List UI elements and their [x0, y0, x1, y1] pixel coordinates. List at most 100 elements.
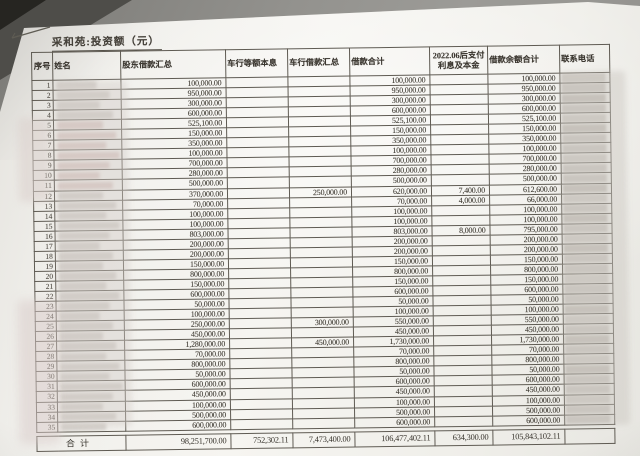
- redacted-phone: [564, 314, 609, 324]
- redacted-phone: [564, 294, 609, 304]
- cell-phone: [560, 132, 611, 144]
- pen-scribble: [11, 26, 51, 39]
- cell-name: [53, 129, 122, 141]
- cell-no: 23: [34, 301, 57, 312]
- cell-total: 500,000.00: [354, 406, 435, 418]
- redacted-phone: [565, 364, 610, 374]
- redacted-name: [58, 211, 107, 221]
- cell-phone: [560, 102, 611, 114]
- cell-balance: 200,000.00: [490, 233, 563, 245]
- cell-total: 550,000.00: [353, 316, 434, 328]
- cell-total: 803,000.00: [351, 225, 433, 237]
- redacted-name: [58, 242, 100, 251]
- col-header-after: 2022.06后支付利息及本金: [429, 46, 488, 75]
- redacted-phone: [565, 384, 610, 394]
- cell-balance: 100,000.00: [491, 304, 564, 316]
- cell-after: 7,400.00: [431, 184, 490, 196]
- redacted-phone: [565, 394, 610, 404]
- cell-no: 33: [36, 401, 58, 413]
- cell-phone: [561, 172, 612, 184]
- redacted-name: [59, 312, 100, 321]
- cell-phone: [563, 343, 614, 355]
- redacted-phone: [562, 143, 607, 153]
- cell-total: 200,000.00: [352, 245, 433, 257]
- redacted-phone: [564, 274, 609, 284]
- col-header-balance: 借款余额合计: [487, 45, 560, 75]
- cell-total: 300,000.00: [350, 95, 431, 107]
- cell-name: [55, 290, 124, 302]
- cell-no: 5: [32, 120, 54, 131]
- redacted-phone: [563, 224, 608, 233]
- cell-after: 8,000.00: [431, 224, 491, 236]
- cell-no: 15: [33, 220, 55, 232]
- redacted-phone: [562, 123, 607, 133]
- col-header-shareholder: 股东借款汇总: [120, 49, 226, 80]
- redacted-name: [59, 271, 117, 281]
- cell-phone: [564, 403, 615, 415]
- cell-no: 8: [32, 150, 55, 161]
- cell-no: 17: [34, 240, 56, 252]
- cell-no: 34: [36, 411, 58, 423]
- redacted-phone: [565, 404, 611, 414]
- redacted-phone: [564, 324, 609, 334]
- cell-phone: [563, 363, 615, 375]
- redacted-phone: [561, 73, 606, 83]
- cell-phone: [562, 293, 614, 305]
- total-label: 合计: [36, 434, 127, 452]
- cell-no: 13: [33, 200, 55, 212]
- cell-total: 100,000.00: [353, 305, 434, 318]
- cell-phone: [561, 182, 612, 194]
- redacted-name: [58, 201, 117, 210]
- cell-balance: 500,000.00: [489, 173, 562, 185]
- cell-total: 100,000.00: [351, 205, 432, 217]
- redacted-name: [59, 302, 110, 311]
- cell-no: 9: [33, 160, 55, 171]
- cell-phone: [561, 192, 612, 204]
- redacted-phone: [563, 204, 608, 213]
- redacted-name: [60, 372, 110, 381]
- redacted-phone: [566, 414, 611, 424]
- cell-balance: 500,000.00: [492, 404, 565, 416]
- redacted-phone: [565, 354, 610, 364]
- col-header-total: 借款合计: [349, 46, 430, 77]
- cell-total: 700,000.00: [350, 155, 432, 167]
- cell-balance: 70,000.00: [491, 344, 564, 356]
- cell-car_loan: 300,000.00: [291, 317, 354, 329]
- col-header-car_equal: 车行等额本息: [225, 48, 288, 78]
- col-header-phone: 联系电话: [559, 44, 610, 74]
- cell-after: 4,000.00: [431, 194, 490, 206]
- cell-balance: 280,000.00: [489, 163, 562, 175]
- cell-phone: [562, 263, 613, 275]
- cell-no: 21: [34, 281, 56, 292]
- cell-phone: [562, 283, 613, 295]
- redacted-name: [60, 402, 104, 411]
- cell-phone: [564, 383, 615, 395]
- cell-phone: [564, 393, 615, 405]
- cell-balance: 100,000.00: [492, 394, 565, 406]
- cell-total: 70,000.00: [351, 195, 432, 207]
- col-header-no: 序号: [31, 52, 53, 81]
- cell-name: [55, 270, 124, 282]
- cell-total: 150,000.00: [352, 255, 433, 267]
- redacted-name: [61, 422, 107, 431]
- cell-phone: [563, 333, 614, 345]
- redacted-name: [57, 191, 104, 200]
- col-header-name: 姓名: [52, 51, 121, 81]
- cell-total: 800,000.00: [352, 265, 433, 277]
- cell-total: 200,000.00: [352, 235, 433, 247]
- cell-no: 18: [34, 250, 56, 262]
- cell-phone: [563, 303, 614, 315]
- cell-no: 22: [34, 291, 56, 302]
- redacted-name: [57, 181, 113, 190]
- total-balance: 105,843,102.11: [492, 428, 566, 445]
- redacted-phone: [565, 374, 610, 384]
- cell-name: [56, 340, 125, 352]
- total-total: 106,477,402.11: [354, 430, 436, 447]
- cell-phone: [561, 213, 612, 224]
- cell-balance: 600,000.00: [492, 414, 565, 426]
- cell-balance: 800,000.00: [490, 263, 563, 276]
- total-shareholder: 98,251,700.00: [125, 433, 232, 450]
- total-phone: [564, 428, 616, 444]
- cell-phone: [563, 313, 614, 325]
